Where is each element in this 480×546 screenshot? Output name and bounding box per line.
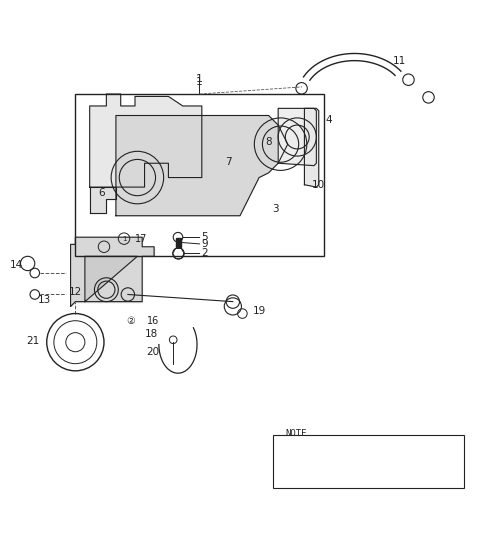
Text: 14: 14 bbox=[10, 260, 24, 270]
Text: 3: 3 bbox=[273, 204, 279, 213]
Text: 4: 4 bbox=[325, 115, 332, 125]
Polygon shape bbox=[90, 94, 202, 187]
Text: 21: 21 bbox=[26, 336, 39, 346]
Text: 18: 18 bbox=[145, 329, 158, 339]
Polygon shape bbox=[90, 187, 116, 213]
Polygon shape bbox=[71, 237, 154, 306]
Text: 1: 1 bbox=[196, 74, 203, 85]
Text: 6: 6 bbox=[98, 188, 105, 198]
Polygon shape bbox=[304, 108, 319, 187]
Text: 5: 5 bbox=[201, 232, 207, 242]
Text: 1: 1 bbox=[122, 236, 126, 242]
Text: 16: 16 bbox=[147, 316, 159, 326]
Polygon shape bbox=[85, 256, 137, 301]
Text: 19: 19 bbox=[252, 306, 266, 316]
Polygon shape bbox=[116, 116, 288, 216]
Text: 2: 2 bbox=[201, 248, 207, 258]
Text: 9: 9 bbox=[201, 239, 207, 249]
Text: 13: 13 bbox=[38, 295, 51, 305]
Bar bbox=[176, 238, 181, 247]
Text: NOTE: NOTE bbox=[285, 429, 307, 438]
Text: 20: 20 bbox=[146, 347, 159, 357]
Text: THE NO. 15 : ① ~ ②: THE NO. 15 : ① ~ ② bbox=[285, 452, 382, 461]
Bar bbox=[75, 94, 324, 256]
Text: 1: 1 bbox=[196, 77, 203, 87]
Text: 7: 7 bbox=[225, 157, 231, 167]
Text: 8: 8 bbox=[265, 136, 272, 147]
Text: 11: 11 bbox=[393, 56, 407, 66]
Text: 12: 12 bbox=[69, 287, 82, 297]
Text: ②: ② bbox=[126, 316, 134, 326]
Polygon shape bbox=[278, 108, 316, 165]
Text: 17: 17 bbox=[135, 234, 147, 244]
Text: 10: 10 bbox=[312, 180, 325, 189]
FancyBboxPatch shape bbox=[274, 435, 464, 488]
